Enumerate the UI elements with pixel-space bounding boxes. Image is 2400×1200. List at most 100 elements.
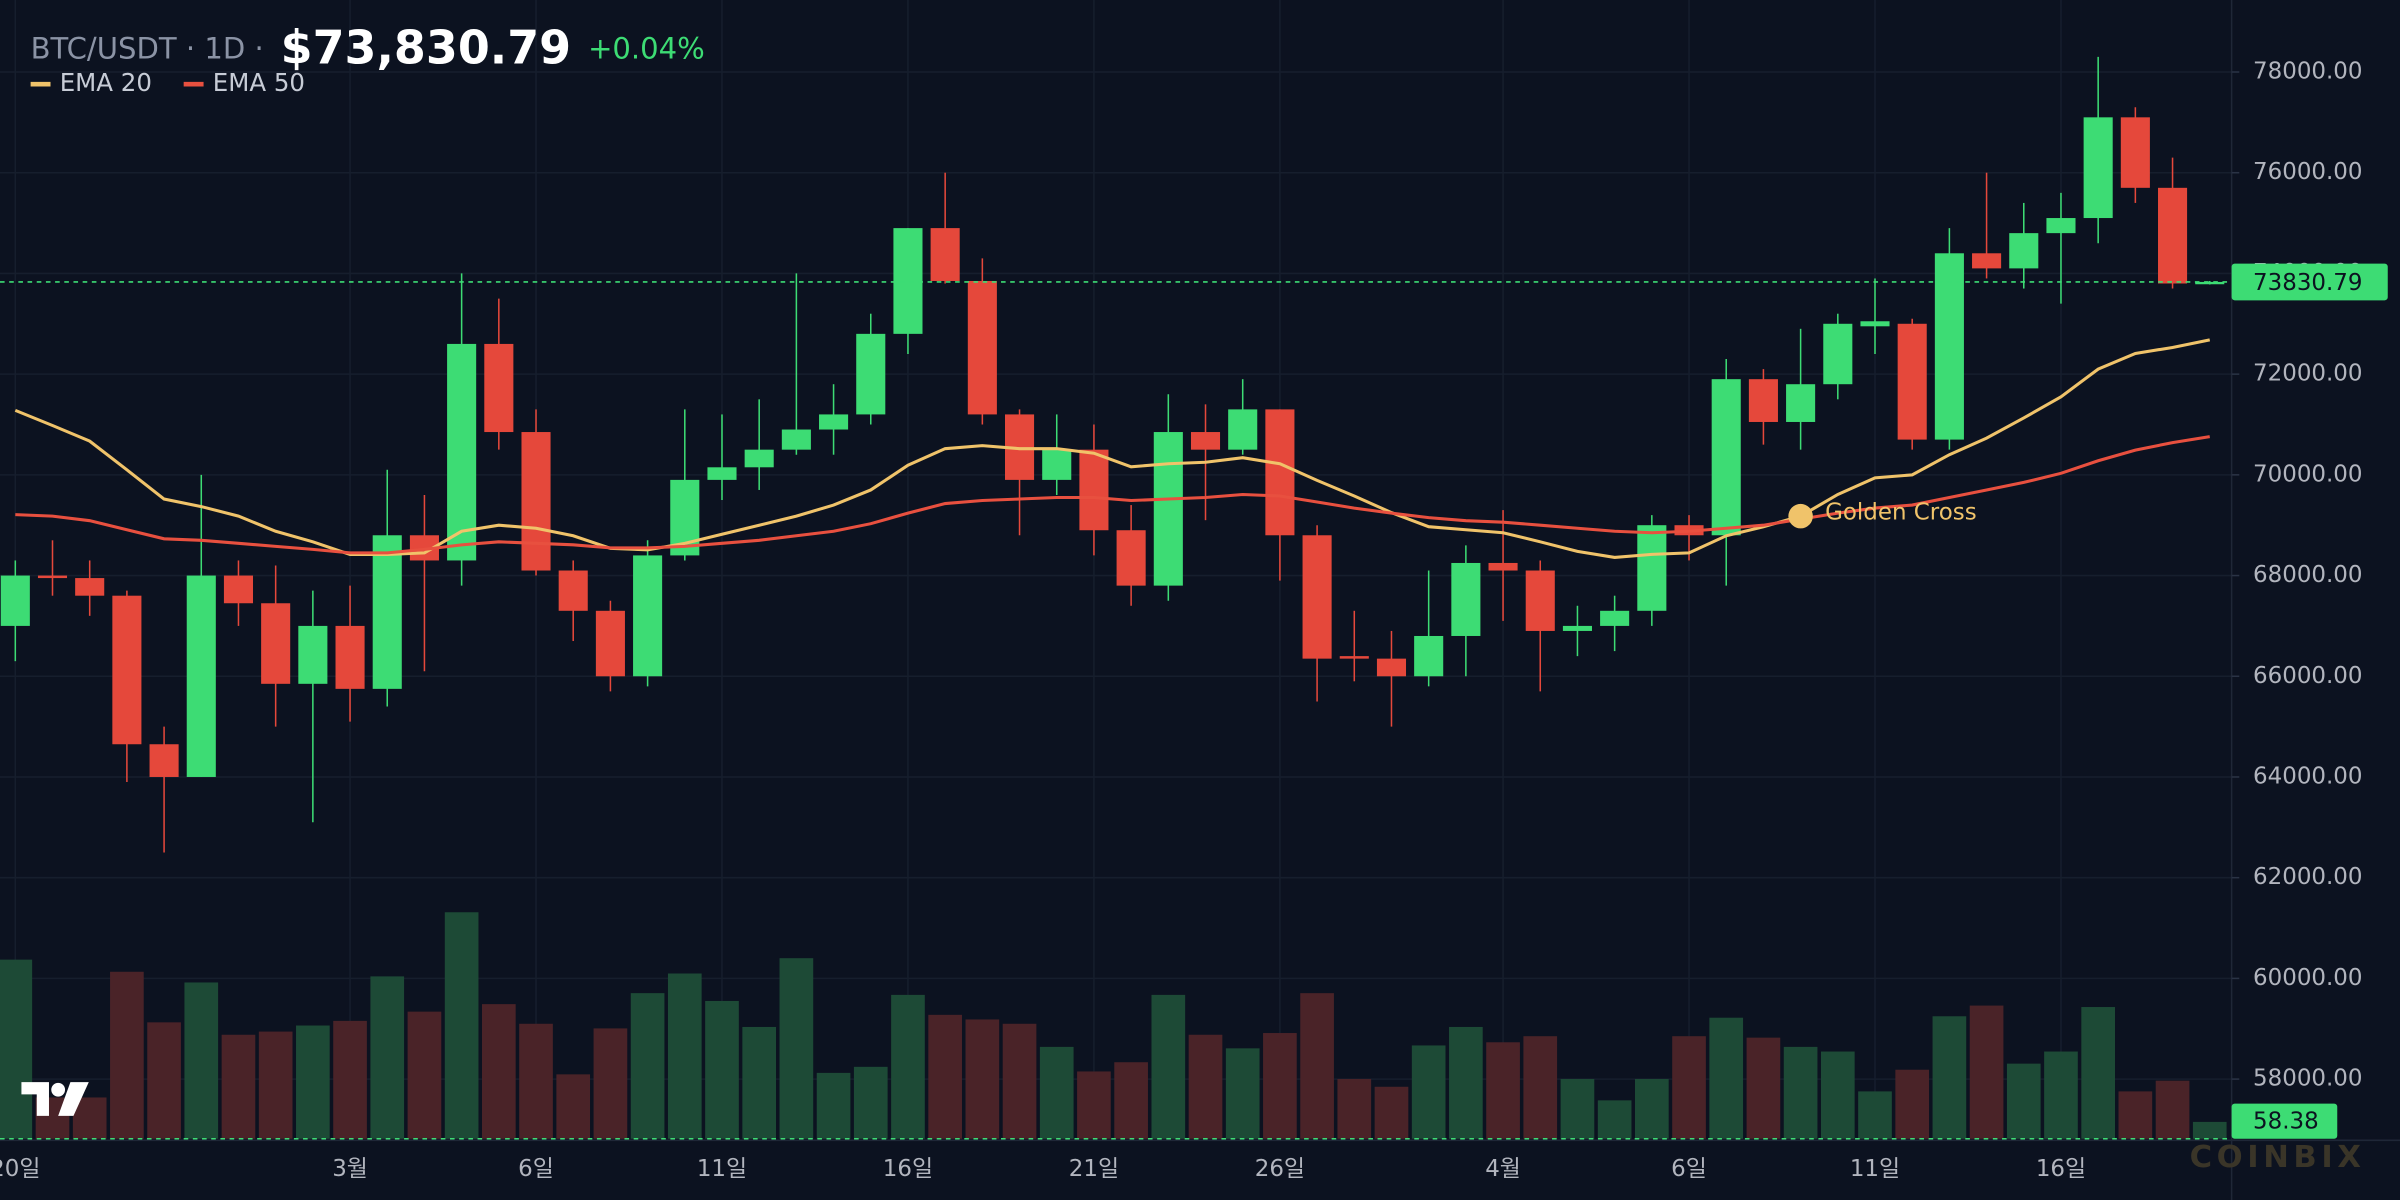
volume-tag-label: 58.38: [2253, 1108, 2319, 1134]
volume-bar: [519, 1023, 553, 1139]
candle-body: [298, 625, 328, 684]
candle-body: [0, 575, 30, 626]
x-tick-label: 4월: [1485, 1156, 1521, 1182]
candle-body: [2046, 218, 2076, 234]
volume-bar: [0, 959, 33, 1139]
volume-bar: [1002, 1023, 1037, 1139]
logo: [21, 1082, 89, 1116]
volume-bar: [1597, 1100, 1632, 1139]
candle-body: [633, 555, 663, 677]
volume-bar: [667, 973, 702, 1139]
candle-body: [1042, 449, 1072, 480]
x-tick-label: 16일: [883, 1156, 933, 1182]
volume-bar: [147, 1022, 181, 1139]
y-tick-label: 72000.00: [2253, 361, 2362, 387]
watermark: COINBIX: [2190, 1140, 2366, 1175]
volume-bar: [2155, 1080, 2190, 1139]
volume-bar: [1039, 1046, 1074, 1139]
candle-body: [893, 228, 923, 334]
candle-body: [558, 570, 588, 611]
volume-bar: [1560, 1078, 1595, 1139]
candle-body: [372, 535, 402, 689]
volume-bar: [2006, 1063, 2041, 1139]
annotation-marker: [1788, 503, 1813, 529]
candle-body: [1786, 384, 1816, 422]
volume-bar: [1895, 1069, 1930, 1139]
volume-bar: [2118, 1091, 2153, 1139]
x-tick-label: 6일: [518, 1156, 554, 1182]
change: +0.04%: [588, 32, 705, 66]
volume-bar: [1151, 994, 1186, 1139]
volume-bar: [333, 1020, 367, 1139]
candle-body: [1079, 449, 1109, 531]
candle-body: [856, 333, 886, 415]
volume-bar: [2081, 1007, 2115, 1139]
candle-body: [1451, 562, 1481, 636]
volume-bar: [779, 958, 814, 1139]
volume-bar: [1411, 1045, 1446, 1139]
candle-body: [2158, 187, 2188, 284]
volume-bar: [928, 1014, 962, 1139]
volume-pane: [0, 912, 2227, 1139]
candle-body: [2195, 281, 2225, 285]
volume-bar: [2044, 1051, 2078, 1139]
volume-bar: [370, 976, 405, 1139]
x-tick-label: 6일: [1671, 1156, 1707, 1182]
volume-bar: [1337, 1078, 1372, 1139]
volume-bar: [1709, 1017, 1744, 1139]
volume-bar: [1969, 1005, 2004, 1139]
logo-part: [58, 1082, 89, 1116]
volume-bar: [2192, 1121, 2227, 1139]
candle-body: [707, 467, 737, 480]
volume-bar: [110, 971, 144, 1139]
volume-bar: [1523, 1036, 1558, 1139]
price-tag-label: 73830.79: [2253, 270, 2362, 296]
candle-body: [186, 575, 216, 777]
candle-body: [335, 625, 365, 689]
x-tick-label: 21일: [1069, 1156, 1119, 1182]
candle-body: [1488, 562, 1518, 571]
volume-bar: [407, 1011, 442, 1139]
candle-body: [223, 575, 254, 604]
candle-body: [1972, 253, 2002, 269]
volume-bar: [742, 1026, 777, 1139]
candle-body: [484, 343, 514, 433]
volume-bar: [184, 982, 219, 1139]
volume-bar: [296, 1025, 330, 1139]
candle-body: [37, 575, 68, 579]
candle-body: [75, 578, 105, 596]
x-axis: 20일 3월 6일 11일 16일 21일 26일 4월 6일 11일 16일: [0, 1156, 2086, 1182]
volume-bar: [1672, 1036, 1706, 1139]
volume-bar: [965, 1019, 1000, 1139]
volume-bar: [1634, 1078, 1669, 1139]
candle-body: [1637, 525, 1667, 611]
volume-bar: [1449, 1026, 1483, 1139]
candle-body: [744, 449, 774, 468]
candle-body: [1302, 535, 1332, 659]
candle-body: [2120, 117, 2150, 188]
volume-bar: [1225, 1048, 1260, 1139]
x-tick-label: 16일: [2036, 1156, 2086, 1182]
candle-body: [521, 432, 551, 571]
candle-body: [1116, 530, 1146, 586]
candle-body: [1376, 658, 1407, 677]
y-tick-label: 66000.00: [2253, 663, 2362, 689]
candle-body: [595, 610, 625, 677]
volume-bar: [221, 1034, 256, 1139]
candle-body: [1190, 432, 1221, 450]
candle-body: [1153, 432, 1183, 586]
header: BTC/USDT · 1D · $73,830.79 +0.04%: [31, 20, 705, 74]
volume-bar: [444, 912, 479, 1139]
candle-body: [1897, 323, 1927, 440]
candle-body: [1265, 409, 1295, 536]
y-tick-label: 76000.00: [2253, 159, 2362, 185]
candle-body: [1748, 379, 1778, 422]
legend: EMA 20 EMA 50: [30, 68, 305, 97]
overlays: Golden Cross: [14, 338, 2211, 559]
candle-body: [2009, 233, 2039, 269]
volume-tag: [2231, 1103, 2338, 1139]
x-tick-label: 20일: [0, 1156, 40, 1182]
volume-bar: [816, 1072, 851, 1139]
volume-bar: [705, 1000, 739, 1139]
